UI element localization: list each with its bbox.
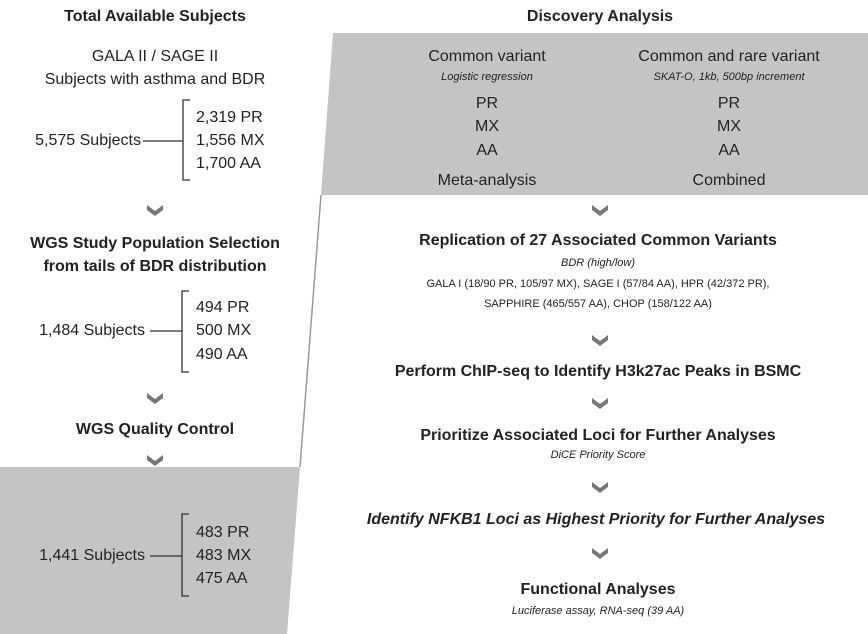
step-title: Replication of 27 Associated Common Vari…	[419, 232, 777, 249]
group-item: 1,556 MX	[196, 132, 265, 149]
column-result: Meta-analysis	[438, 172, 537, 189]
column-pop: MX	[717, 118, 741, 135]
column-pop: AA	[718, 142, 740, 159]
step-detail: GALA I (18/90 PR, 105/97 MX), SAGE I (57…	[427, 278, 770, 290]
step-subtitle: BDR (high/low)	[561, 257, 635, 269]
group-total: 5,575 Subjects	[35, 132, 141, 149]
bracket	[150, 290, 189, 373]
group-item: 475 AA	[196, 570, 248, 587]
step-title: Functional Analyses	[521, 581, 676, 598]
group-item: 494 PR	[196, 299, 249, 316]
step-subtitle: Luciferase assay, RNA-seq (39 AA)	[512, 605, 685, 617]
chevrons	[147, 205, 608, 559]
chevron	[592, 398, 608, 409]
source: GALA II / SAGE II	[92, 48, 218, 65]
bracket	[150, 513, 189, 597]
column-method: Logistic regression	[441, 71, 533, 83]
step-title: WGS Quality Control	[76, 421, 234, 438]
column-result: Combined	[693, 172, 766, 189]
step-detail: SAPPHIRE (465/557 AA), CHOP (158/122 AA)	[484, 298, 712, 310]
step-title: from tails of BDR distribution	[43, 258, 266, 275]
column-pop: AA	[476, 142, 498, 159]
column-pop: PR	[476, 95, 498, 112]
group-item: 2,319 PR	[196, 109, 263, 126]
chevron	[592, 205, 608, 216]
chevron	[592, 482, 608, 493]
column-title: Common variant	[428, 48, 546, 65]
step-title: Identify NFKB1 Loci as Highest Priority …	[367, 511, 825, 528]
column-title: Common and rare variant	[638, 48, 820, 65]
qc-panel	[0, 467, 300, 634]
group-item: 500 MX	[196, 322, 251, 339]
group-item: 1,700 AA	[196, 155, 261, 172]
chevron	[147, 393, 163, 404]
source: Subjects with asthma and BDR	[45, 71, 266, 88]
divider	[299, 194, 322, 468]
chevron	[147, 455, 163, 466]
discovery-panel	[321, 33, 868, 195]
step-subtitle: DiCE Priority Score	[551, 449, 646, 461]
step-title: WGS Study Population Selection	[30, 235, 280, 252]
column-method: SKAT-O, 1kb, 500bp increment	[653, 71, 805, 83]
group-total: 1,484 Subjects	[39, 322, 145, 339]
step-title: Prioritize Associated Loci for Further A…	[420, 427, 775, 444]
group-item: 483 MX	[196, 547, 251, 564]
bracket	[143, 99, 190, 181]
column-pop: PR	[718, 95, 740, 112]
left-title: Total Available Subjects	[64, 8, 246, 25]
column-pop: MX	[475, 118, 499, 135]
group-item: 490 AA	[196, 346, 248, 363]
group-total: 1,441 Subjects	[39, 547, 145, 564]
chevron	[147, 205, 163, 216]
group-item: 483 PR	[196, 524, 249, 541]
chevron	[592, 548, 608, 559]
step-title: Perform ChIP-seq to Identify H3k27ac Pea…	[395, 363, 802, 380]
right-title: Discovery Analysis	[527, 8, 673, 25]
chevron	[592, 335, 608, 346]
